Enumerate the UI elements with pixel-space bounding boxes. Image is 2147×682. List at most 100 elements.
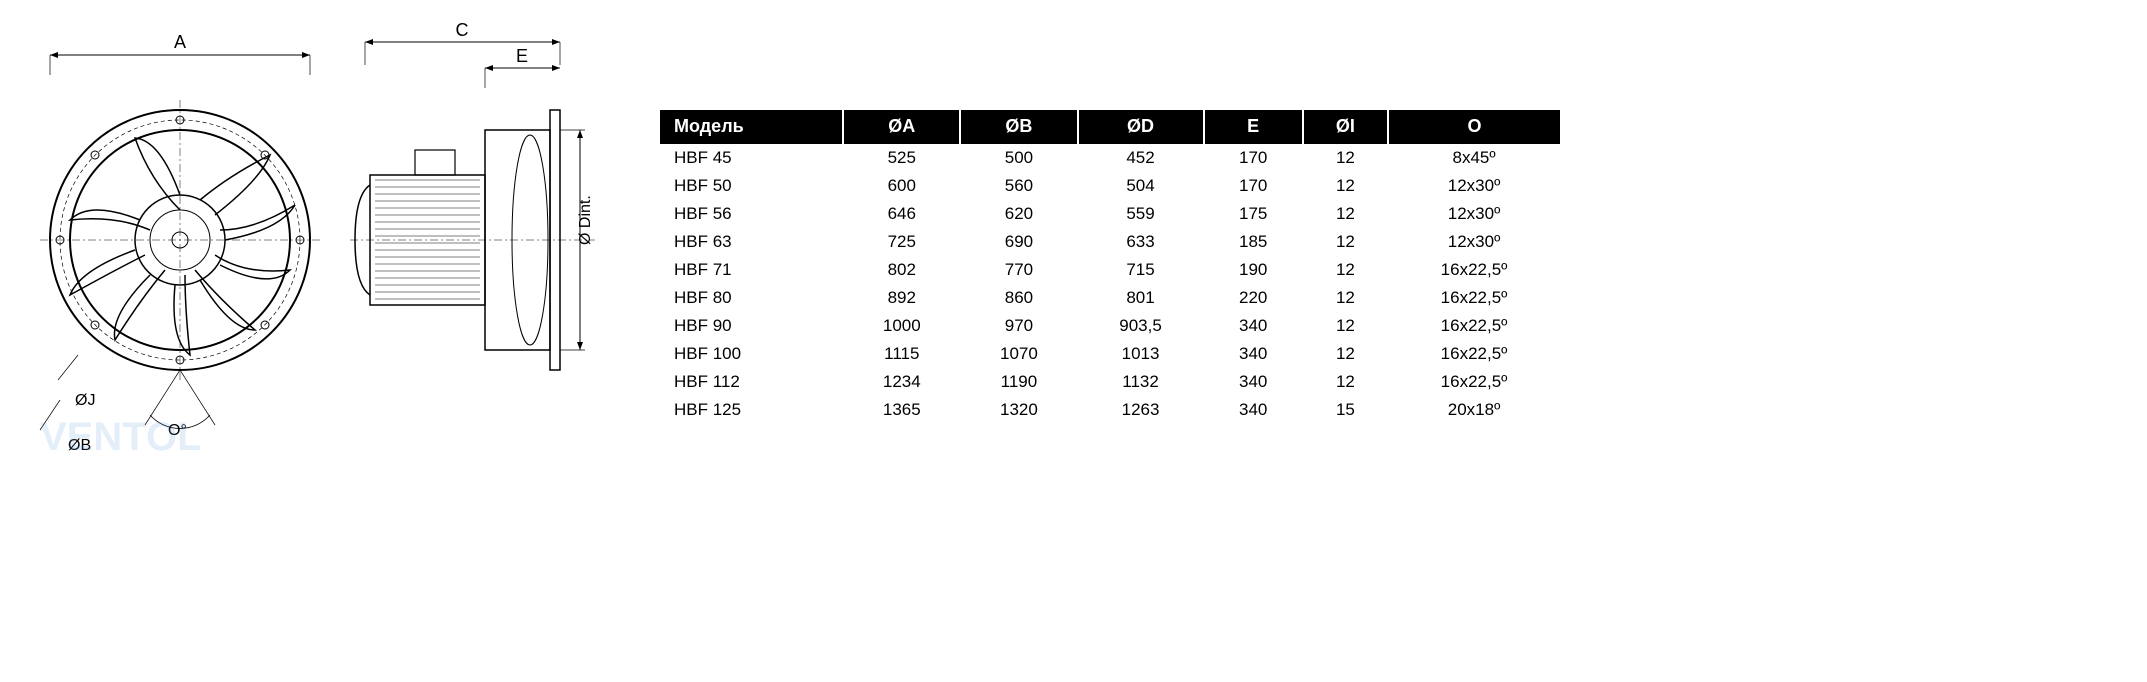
dimensions-table-section: МодельØAØBØDEØIO HBF 45525500452170128x4… xyxy=(660,20,2127,424)
table-header: МодельØAØBØDEØIO xyxy=(660,110,1560,144)
value-cell: 12x30º xyxy=(1388,200,1560,228)
column-header: Модель xyxy=(660,110,843,144)
value-cell: 504 xyxy=(1078,172,1204,200)
model-cell: HBF 90 xyxy=(660,312,843,340)
value-cell: 12 xyxy=(1303,312,1388,340)
value-cell: 16x22,5º xyxy=(1388,284,1560,312)
table-row: HBF 901000970903,53401216x22,5º xyxy=(660,312,1560,340)
value-cell: 185 xyxy=(1204,228,1303,256)
value-cell: 801 xyxy=(1078,284,1204,312)
value-cell: 12 xyxy=(1303,256,1388,284)
dim-label-J: ØJ xyxy=(75,392,95,409)
value-cell: 12 xyxy=(1303,340,1388,368)
value-cell: 560 xyxy=(960,172,1077,200)
value-cell: 12x30º xyxy=(1388,172,1560,200)
value-cell: 970 xyxy=(960,312,1077,340)
table-row: HBF 506005605041701212x30º xyxy=(660,172,1560,200)
model-cell: HBF 56 xyxy=(660,200,843,228)
dim-label-E: E xyxy=(516,46,528,66)
value-cell: 892 xyxy=(843,284,960,312)
fan-diagram-svg: A xyxy=(20,20,600,500)
model-cell: HBF 50 xyxy=(660,172,843,200)
value-cell: 340 xyxy=(1204,368,1303,396)
value-cell: 715 xyxy=(1078,256,1204,284)
table-row: HBF 1121234119011323401216x22,5º xyxy=(660,368,1560,396)
value-cell: 1263 xyxy=(1078,396,1204,424)
value-cell: 452 xyxy=(1078,144,1204,173)
side-view-group: C E xyxy=(350,20,595,370)
value-cell: 903,5 xyxy=(1078,312,1204,340)
value-cell: 690 xyxy=(960,228,1077,256)
model-cell: HBF 112 xyxy=(660,368,843,396)
value-cell: 770 xyxy=(960,256,1077,284)
value-cell: 12x30º xyxy=(1388,228,1560,256)
dim-label-A: A xyxy=(174,32,186,52)
value-cell: 12 xyxy=(1303,284,1388,312)
dim-label-O: O° xyxy=(168,422,187,439)
value-cell: 500 xyxy=(960,144,1077,173)
table-row: HBF 808928608012201216x22,5º xyxy=(660,284,1560,312)
value-cell: 175 xyxy=(1204,200,1303,228)
value-cell: 15 xyxy=(1303,396,1388,424)
value-cell: 633 xyxy=(1078,228,1204,256)
value-cell: 1190 xyxy=(960,368,1077,396)
value-cell: 1115 xyxy=(843,340,960,368)
table-row: HBF 566466205591751212x30º xyxy=(660,200,1560,228)
value-cell: 802 xyxy=(843,256,960,284)
value-cell: 1132 xyxy=(1078,368,1204,396)
value-cell: 559 xyxy=(1078,200,1204,228)
value-cell: 170 xyxy=(1204,144,1303,173)
value-cell: 190 xyxy=(1204,256,1303,284)
technical-drawing: A xyxy=(20,20,600,500)
model-cell: HBF 100 xyxy=(660,340,843,368)
value-cell: 600 xyxy=(843,172,960,200)
table-body: HBF 45525500452170128x45ºHBF 50600560504… xyxy=(660,144,1560,425)
model-cell: HBF 80 xyxy=(660,284,843,312)
value-cell: 12 xyxy=(1303,200,1388,228)
table-row: HBF 1251365132012633401520x18º xyxy=(660,396,1560,424)
value-cell: 340 xyxy=(1204,340,1303,368)
value-cell: 220 xyxy=(1204,284,1303,312)
value-cell: 12 xyxy=(1303,172,1388,200)
blades xyxy=(70,138,295,355)
value-cell: 860 xyxy=(960,284,1077,312)
dim-label-Dint: Ø Dint. xyxy=(577,195,594,245)
value-cell: 16x22,5º xyxy=(1388,312,1560,340)
value-cell: 170 xyxy=(1204,172,1303,200)
column-header: ØD xyxy=(1078,110,1204,144)
value-cell: 16x22,5º xyxy=(1388,368,1560,396)
column-header: O xyxy=(1388,110,1560,144)
column-header: E xyxy=(1204,110,1303,144)
model-cell: HBF 71 xyxy=(660,256,843,284)
value-cell: 1234 xyxy=(843,368,960,396)
value-cell: 340 xyxy=(1204,312,1303,340)
column-header: ØI xyxy=(1303,110,1388,144)
value-cell: 8x45º xyxy=(1388,144,1560,173)
table-row: HBF 45525500452170128x45º xyxy=(660,144,1560,173)
model-cell: HBF 63 xyxy=(660,228,843,256)
value-cell: 620 xyxy=(960,200,1077,228)
value-cell: 525 xyxy=(843,144,960,173)
value-cell: 16x22,5º xyxy=(1388,256,1560,284)
value-cell: 1365 xyxy=(843,396,960,424)
model-cell: HBF 125 xyxy=(660,396,843,424)
value-cell: 12 xyxy=(1303,144,1388,173)
model-cell: HBF 45 xyxy=(660,144,843,173)
value-cell: 12 xyxy=(1303,368,1388,396)
value-cell: 1013 xyxy=(1078,340,1204,368)
value-cell: 1320 xyxy=(960,396,1077,424)
dimensions-table: МодельØAØBØDEØIO HBF 45525500452170128x4… xyxy=(660,110,1560,424)
value-cell: 20x18º xyxy=(1388,396,1560,424)
value-cell: 725 xyxy=(843,228,960,256)
dim-label-C: C xyxy=(456,20,469,40)
table-row: HBF 1001115107010133401216x22,5º xyxy=(660,340,1560,368)
value-cell: 1000 xyxy=(843,312,960,340)
value-cell: 340 xyxy=(1204,396,1303,424)
column-header: ØA xyxy=(843,110,960,144)
dim-label-B: ØB xyxy=(68,437,91,454)
column-header: ØB xyxy=(960,110,1077,144)
front-view-group: A xyxy=(40,32,320,454)
table-row: HBF 637256906331851212x30º xyxy=(660,228,1560,256)
value-cell: 646 xyxy=(843,200,960,228)
value-cell: 1070 xyxy=(960,340,1077,368)
